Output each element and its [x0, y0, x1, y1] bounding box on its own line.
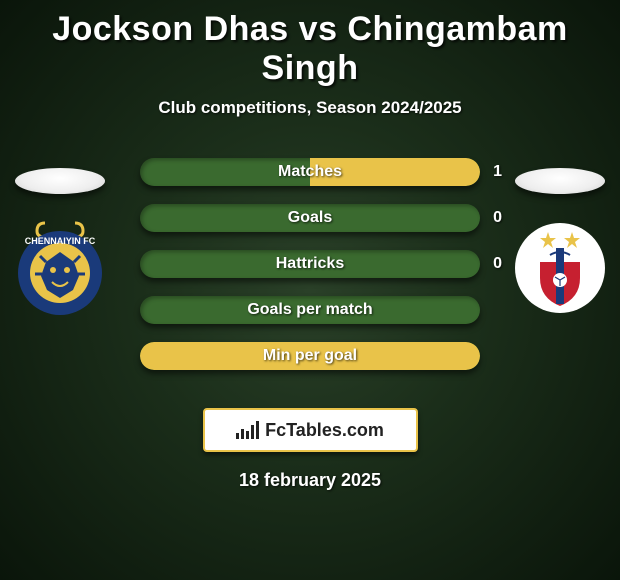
comparison-area: CHENNAIYIN FC: [0, 158, 620, 388]
left-player-ellipse: [15, 168, 105, 194]
stat-value-right: 1: [493, 163, 502, 181]
stat-bar: Goals per match: [140, 296, 480, 324]
bar-chart-icon: [236, 421, 259, 439]
svg-text:CHENNAIYIN FC: CHENNAIYIN FC: [25, 236, 96, 246]
stat-label: Min per goal: [263, 347, 357, 365]
stat-bar: Hattricks0: [140, 250, 480, 278]
right-player-ellipse: [515, 168, 605, 194]
page-title: Jockson Dhas vs Chingambam Singh: [0, 0, 620, 88]
page-subtitle: Club competitions, Season 2024/2025: [0, 98, 620, 118]
stat-label: Matches: [278, 163, 342, 181]
stat-bar: Matches1: [140, 158, 480, 186]
stats-column: Matches1 Goals0 Hattricks0 Goals per match M…: [140, 158, 480, 370]
stat-label: Goals: [288, 209, 332, 227]
branding-badge: FcTables.com: [203, 408, 418, 452]
left-club-badge: CHENNAIYIN FC: [10, 218, 110, 318]
stat-value-right: 0: [493, 209, 502, 227]
stat-value-right: 0: [493, 255, 502, 273]
right-club-badge: [510, 218, 610, 318]
stat-label: Goals per match: [247, 301, 372, 319]
stat-bar: Goals0: [140, 204, 480, 232]
date-text: 18 february 2025: [0, 470, 620, 491]
stat-label: Hattricks: [276, 255, 344, 273]
stat-bar: Min per goal: [140, 342, 480, 370]
branding-text: FcTables.com: [265, 420, 384, 441]
